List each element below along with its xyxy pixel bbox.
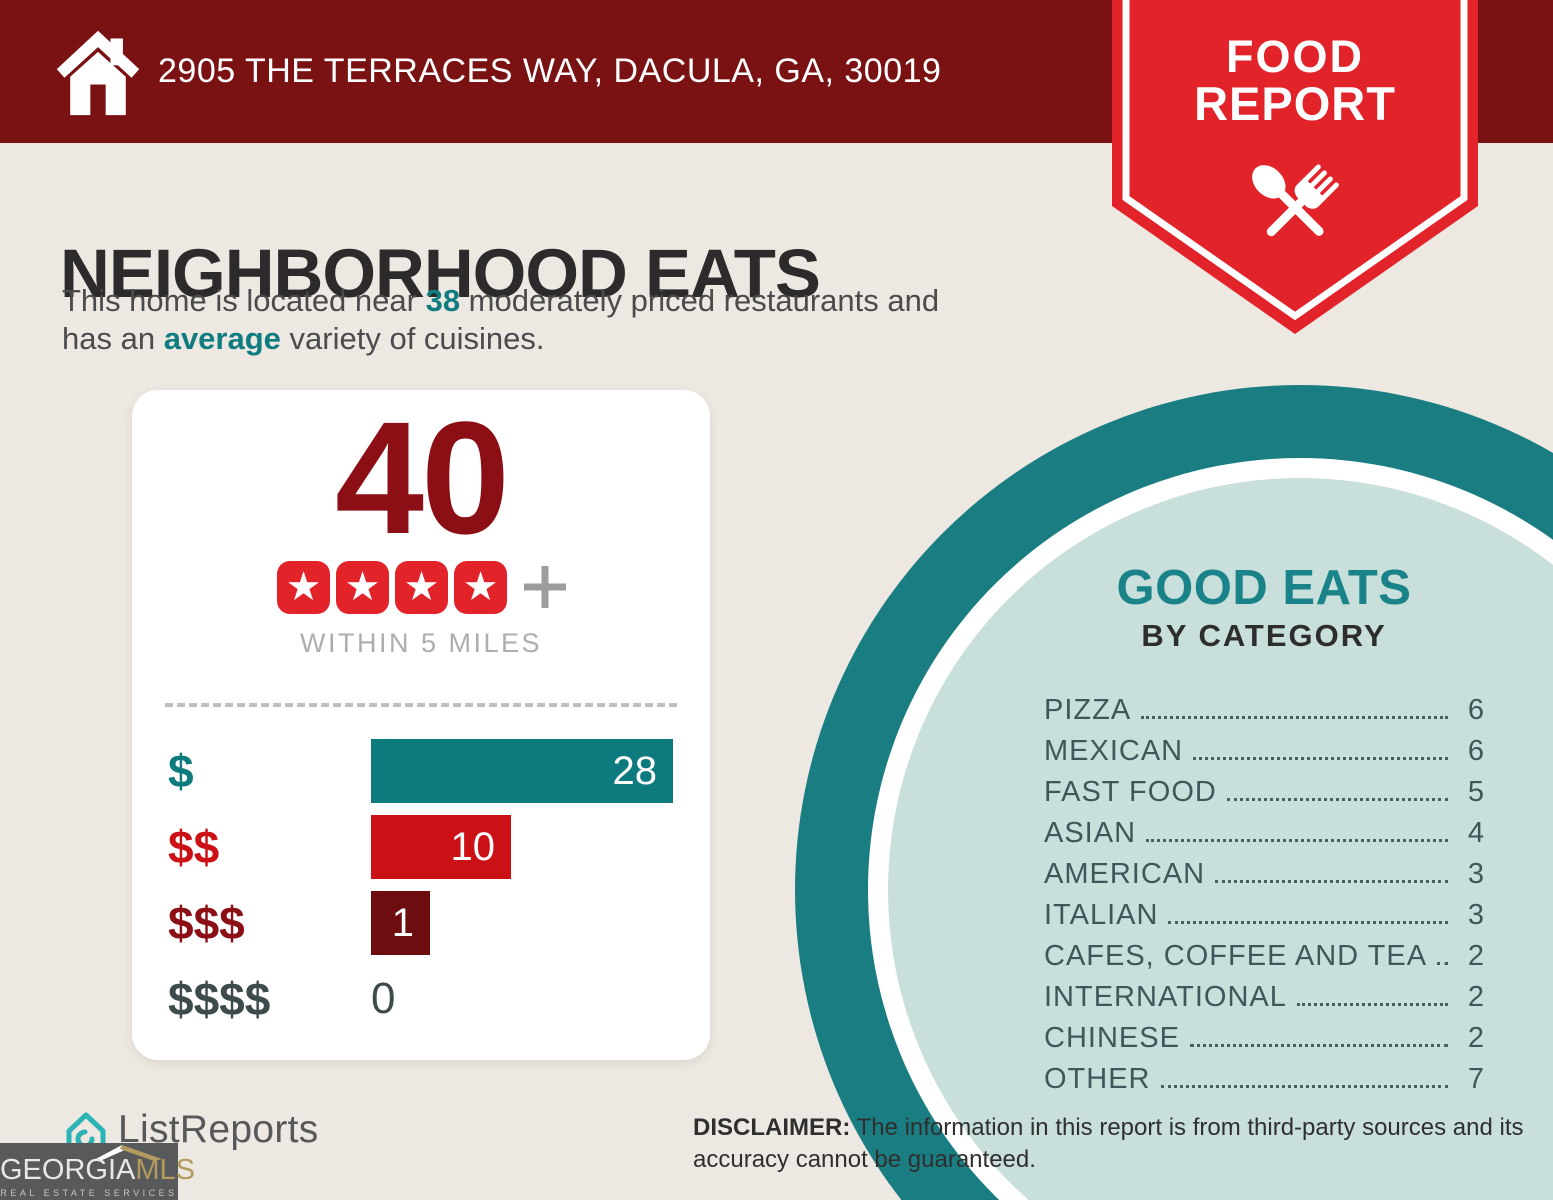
category-row: FAST FOOD 5 <box>1044 770 1484 811</box>
category-row: MEXICAN 6 <box>1044 729 1484 770</box>
dotted-leader <box>1160 1085 1448 1088</box>
category-count: 6 <box>1467 735 1484 767</box>
dotted-leader <box>1189 1044 1448 1047</box>
good-eats-subtitle: BY CATEGORY <box>1141 618 1387 653</box>
restaurant-total-count: 40 <box>335 388 510 567</box>
dotted-leader <box>1168 921 1448 924</box>
home-icon <box>56 30 140 116</box>
category-count: 4 <box>1467 817 1484 849</box>
spoon-and-fork-icon <box>1252 164 1339 237</box>
dotted-leader <box>1437 962 1448 965</box>
category-row: INTERNATIONAL 2 <box>1044 975 1484 1016</box>
food-report-ribbon: FOOD REPORT <box>1112 0 1478 336</box>
star-icon: ★ <box>336 560 389 614</box>
price-level-label: $$$ <box>168 897 245 949</box>
category-row: PIZZA 6 <box>1044 688 1484 729</box>
category-count: 6 <box>1467 694 1484 726</box>
dotted-leader <box>1146 839 1448 842</box>
price-level-bar-zone: 28 <box>371 739 710 803</box>
category-count: 7 <box>1467 1063 1484 1095</box>
price-level-label: $$$$ <box>168 973 271 1025</box>
price-level-row: $28 <box>168 739 710 803</box>
star-icon: ★ <box>277 560 330 614</box>
category-count: 2 <box>1467 981 1484 1013</box>
category-row: CHINESE 2 <box>1044 1016 1484 1057</box>
restaurant-count-highlight: 38 <box>425 283 461 318</box>
star-icon: ★ <box>454 560 507 614</box>
price-level-zero-value: 0 <box>371 974 396 1023</box>
property-address: 2905 THE TERRACES WAY, DACULA, GA, 30019 <box>158 52 942 90</box>
dotted-leader <box>1141 716 1448 719</box>
category-label: AMERICAN <box>1044 858 1206 890</box>
page-title: NEIGHBORHOOD EATS <box>60 235 821 313</box>
dotted-leader <box>1226 798 1448 801</box>
price-level-bar: 28 <box>371 739 673 803</box>
price-level-bar: 10 <box>371 815 511 879</box>
variety-highlight: average <box>163 320 281 356</box>
price-level-row: $$$ 1 <box>168 891 710 955</box>
category-label: OTHER <box>1044 1063 1151 1095</box>
category-row: AMERICAN 3 <box>1044 852 1484 893</box>
dotted-leader <box>1296 1003 1448 1006</box>
mls-roof-icon <box>92 1145 162 1161</box>
category-label: FAST FOOD <box>1044 776 1217 808</box>
category-row: CAFES, COFFEE AND TEA 2 <box>1044 934 1484 975</box>
restaurant-summary-card: 40 ★ ★ ★ ★ WITHIN 5 MILES $28 $$ 10 $$$ 1 $$$$ 0 <box>132 390 710 1060</box>
disclaimer: DISCLAIMER: The information in this repo… <box>693 1114 1524 1173</box>
price-level-row: $$ 10 <box>168 815 710 879</box>
category-label: CAFES, COFFEE AND TEA <box>1044 940 1428 972</box>
category-count: 3 <box>1467 899 1484 931</box>
category-row: OTHER 7 <box>1044 1057 1484 1098</box>
radius-label: WITHIN 5 MILES <box>299 628 543 658</box>
category-count: 2 <box>1467 940 1484 972</box>
category-label: MEXICAN <box>1044 735 1184 767</box>
price-level-label: $$ <box>168 821 220 873</box>
price-level-bar: 1 <box>371 891 430 955</box>
category-row: ITALIAN 3 <box>1044 893 1484 934</box>
star-icon: ★ <box>395 560 448 614</box>
good-eats-title: GOOD EATS <box>1116 561 1412 615</box>
category-count: 5 <box>1467 776 1484 808</box>
ribbon-title: FOOD REPORT <box>1194 31 1396 130</box>
georgia-mls-logo: GEORGIAMLS REAL ESTATE SERVICES <box>0 1143 195 1200</box>
dashed-divider <box>165 703 677 707</box>
category-label: INTERNATIONAL <box>1044 981 1287 1013</box>
dotted-leader <box>1193 757 1448 760</box>
star-rating: ★ ★ ★ ★ <box>132 558 710 616</box>
good-eats-panel: GOOD EATS BY CATEGORY PIZZA 6 MEXICAN 6 FAST… <box>1044 560 1484 1098</box>
ribbon-shape <box>1112 0 1478 334</box>
plus-icon <box>524 566 566 608</box>
price-level-bar-chart: $28 $$ 10 $$$ 1 $$$$ 0 <box>168 739 710 1031</box>
price-level-bar-zone: 1 <box>371 891 710 955</box>
category-row: ASIAN 4 <box>1044 811 1484 852</box>
category-label: ITALIAN <box>1044 899 1159 931</box>
price-level-label: $ <box>168 745 194 797</box>
intro-sentence: This home is located near 38 moderately … <box>62 283 940 356</box>
category-count: 2 <box>1467 1022 1484 1054</box>
category-label: PIZZA <box>1044 694 1132 726</box>
category-label: ASIAN <box>1044 817 1137 849</box>
category-count: 3 <box>1467 858 1484 890</box>
price-level-bar-zone: 0 <box>371 967 710 1031</box>
category-list: PIZZA 6 MEXICAN 6 FAST FOOD 5 ASIAN 4 AMERICAN 3 I… <box>1044 688 1484 1098</box>
price-level-bar-zone: 10 <box>371 815 710 879</box>
category-label: CHINESE <box>1044 1022 1180 1054</box>
dotted-leader <box>1215 880 1448 883</box>
price-level-row: $$$$ 0 <box>168 967 710 1031</box>
